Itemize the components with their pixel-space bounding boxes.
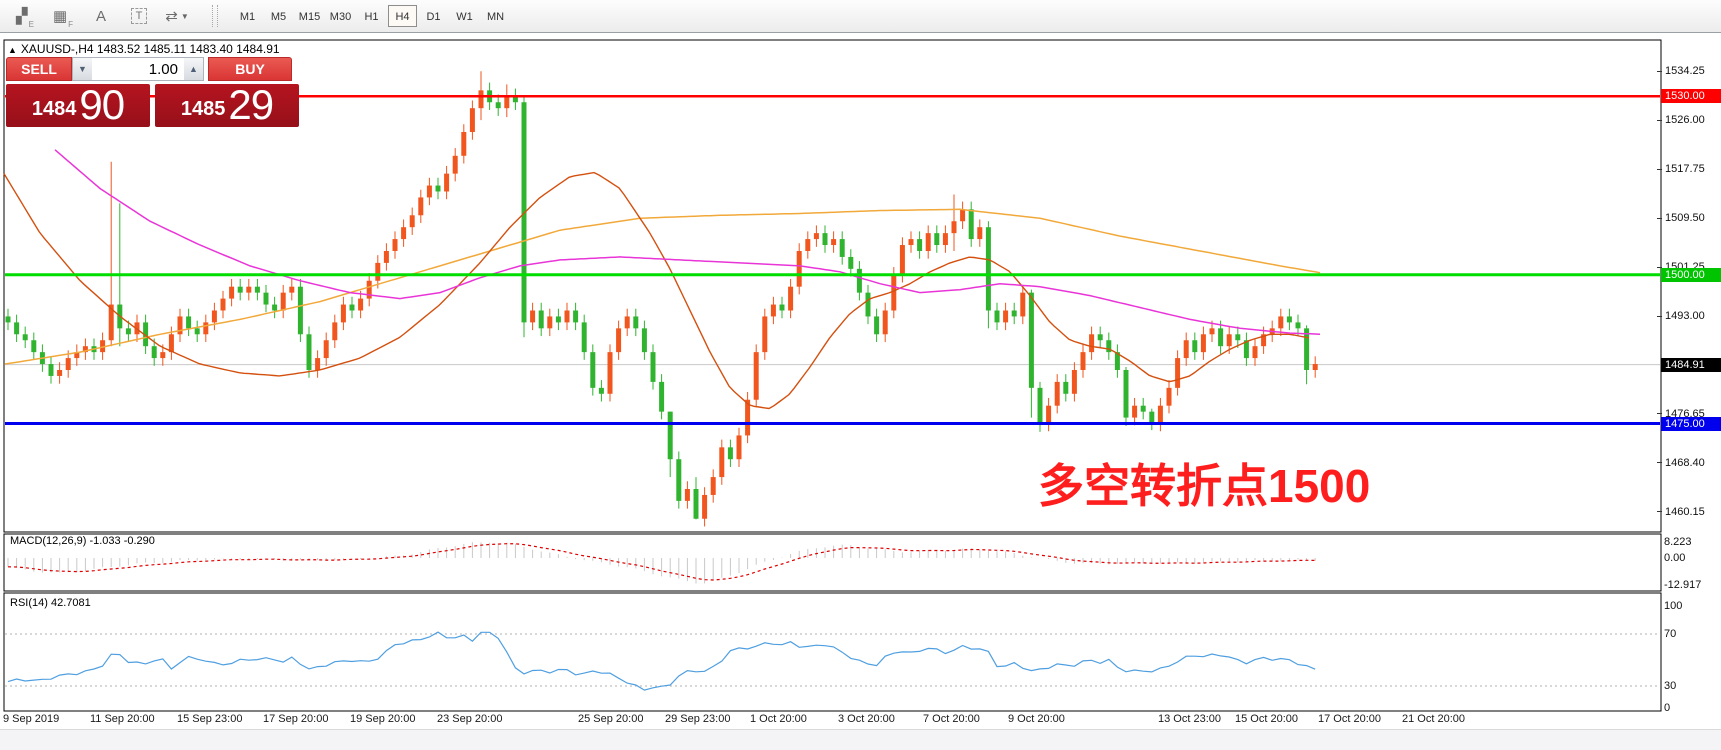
time-label: 9 Oct 20:00 xyxy=(1008,713,1065,725)
price-tick-1534.25: 1534.25 xyxy=(1657,65,1705,77)
sell-price-main: 1484 xyxy=(31,98,77,120)
time-label: 17 Oct 20:00 xyxy=(1318,713,1381,725)
price-badge-1475.00: 1475.00 xyxy=(1661,416,1721,431)
symbol-ohlc-line: ▲ XAUUSD-,H4 1483.52 1485.11 1483.40 1484… xyxy=(8,42,280,56)
text-label-icon[interactable]: A xyxy=(95,7,106,25)
timeframe-w1[interactable]: W1 xyxy=(456,11,473,23)
macd-signal-line xyxy=(7,543,1316,581)
rsi-panel-frame xyxy=(3,592,1662,712)
time-label: 15 Oct 20:00 xyxy=(1235,713,1298,725)
rsi-line xyxy=(7,631,1316,691)
time-label: 13 Oct 23:00 xyxy=(1158,713,1221,725)
price-tick-1517.75: 1517.75 xyxy=(1657,163,1705,175)
rsi-axis-100: 100 xyxy=(1664,600,1683,612)
time-label: 1 Oct 20:00 xyxy=(750,713,807,725)
timeframe-h4[interactable]: H4 xyxy=(388,5,417,27)
trade-panel: SELL ▼ ▲ BUY 1484 90 1485 29 xyxy=(6,57,306,127)
buy-price-main: 1485 xyxy=(180,98,226,120)
timeframe-m30[interactable]: M30 xyxy=(329,11,352,23)
ma-fast-line xyxy=(3,171,1310,410)
toolbar: ▞ E ▦ F A T ⇄ ▼ M1 M5 M15 M30 H1 H4 D1 W1 MN xyxy=(0,0,1721,33)
macd-axis--12.917: -12.917 xyxy=(1664,579,1702,591)
chart-annotation: 多空转折点1500 xyxy=(1038,460,1371,512)
price-tick-1509.50: 1509.50 xyxy=(1657,212,1705,224)
ma-mid-line xyxy=(54,149,1321,335)
timeframe-m1[interactable]: M1 xyxy=(239,11,256,23)
price-badge-1484.91: 1484.91 xyxy=(1661,357,1721,372)
sell-price-pips: 90 xyxy=(79,81,125,128)
timeframe-group: M1 M5 M15 M30 H1 H4 D1 W1 MN xyxy=(232,5,511,27)
time-label: 3 Oct 20:00 xyxy=(838,713,895,725)
time-label: 25 Sep 20:00 xyxy=(578,713,644,725)
timeframe-m15[interactable]: M15 xyxy=(298,11,321,23)
volume-increase-button[interactable]: ▲ xyxy=(184,58,203,80)
timeframe-d1[interactable]: D1 xyxy=(426,11,441,23)
rsi-label: RSI(14) 42.7081 xyxy=(10,597,91,609)
time-label: 21 Oct 20:00 xyxy=(1402,713,1465,725)
status-strip xyxy=(0,729,1721,750)
chart-area[interactable]: ▲ XAUUSD-,H4 1483.52 1485.11 1483.40 1484… xyxy=(0,33,1721,729)
macd-panel-frame xyxy=(3,533,1662,592)
dropdown-caret-icon: ▼ xyxy=(180,11,189,21)
price-badge-1500.00: 1500.00 xyxy=(1661,267,1721,282)
timeframe-m5[interactable]: M5 xyxy=(270,11,287,23)
timeframe-mn[interactable]: MN xyxy=(486,11,505,23)
price-tick-1460.15: 1460.15 xyxy=(1657,506,1705,518)
chart-canvas[interactable] xyxy=(0,33,1721,750)
cursor-tools-icon[interactable]: ⇄ ▼ xyxy=(165,8,189,25)
sell-button[interactable]: SELL xyxy=(6,57,72,81)
macd-axis-0.00: 0.00 xyxy=(1664,552,1686,564)
time-label: 11 Sep 20:00 xyxy=(90,713,155,725)
buy-price-pips: 29 xyxy=(228,81,274,128)
macd-label: MACD(12,26,9) -1.033 -0.290 xyxy=(10,535,155,547)
buy-button[interactable]: BUY xyxy=(208,57,292,81)
rsi-axis-70: 70 xyxy=(1664,628,1677,640)
toolbar-separator xyxy=(212,5,218,27)
volume-stepper: ▼ ▲ xyxy=(72,57,204,81)
buy-price-display[interactable]: 1485 29 xyxy=(155,84,299,127)
time-label: 17 Sep 20:00 xyxy=(263,713,329,725)
candlestick-series xyxy=(5,71,1318,527)
price-tick-1468.40: 1468.40 xyxy=(1657,457,1705,469)
rsi-axis-0: 0 xyxy=(1664,702,1671,714)
toolbar-icons: ▞ E ▦ F A T ⇄ ▼ xyxy=(0,3,196,30)
time-label: 9 Sep 2019 xyxy=(3,713,60,725)
timeframe-h1[interactable]: H1 xyxy=(364,11,379,23)
time-label: 19 Sep 20:00 xyxy=(350,713,416,725)
time-label: 15 Sep 23:00 xyxy=(177,713,243,725)
time-label: 7 Oct 20:00 xyxy=(923,713,980,725)
text-box-icon[interactable]: T xyxy=(122,3,156,29)
volume-decrease-button[interactable]: ▼ xyxy=(73,58,92,80)
chart-type-icon[interactable]: ▞ E xyxy=(16,8,34,29)
time-label: 23 Sep 20:00 xyxy=(437,713,503,725)
volume-input[interactable] xyxy=(92,58,184,80)
symbol-ohlc-text: XAUUSD-,H4 1483.52 1485.11 1483.40 1484.… xyxy=(20,42,280,56)
price-badge-1530.00: 1530.00 xyxy=(1661,89,1721,104)
grid-icon[interactable]: ▦ F xyxy=(52,8,74,29)
ma-slow-line xyxy=(4,208,1321,365)
rsi-axis-30: 30 xyxy=(1664,680,1677,692)
symbol-arrow-icon: ▲ xyxy=(8,45,17,55)
price-tick-1526.00: 1526.00 xyxy=(1657,114,1705,126)
sell-price-display[interactable]: 1484 90 xyxy=(6,84,150,127)
time-label: 29 Sep 23:00 xyxy=(665,713,731,725)
macd-axis-8.223: 8.223 xyxy=(1664,536,1692,548)
price-tick-1493.00: 1493.00 xyxy=(1657,310,1705,322)
